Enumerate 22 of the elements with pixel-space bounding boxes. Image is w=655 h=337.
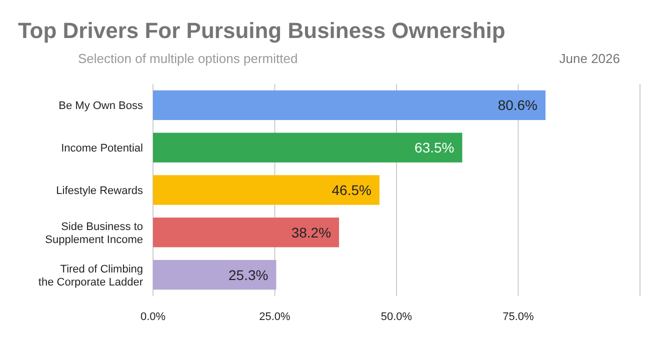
bar	[153, 90, 546, 120]
x-tick-label: 50.0%	[380, 311, 412, 323]
data-label: 25.3%	[228, 266, 268, 283]
y-tick-label: Side Business to Supplement Income	[45, 220, 143, 246]
chart-title: Top Drivers For Pursuing Business Ownership	[18, 18, 506, 43]
text: June 2026	[559, 51, 620, 66]
x-tick-label: 0.0%	[140, 311, 166, 323]
data-label: 63.5%	[414, 140, 454, 156]
data-label: 80.6%	[498, 97, 538, 114]
y-tick-label: Lifestyle Rewards	[56, 185, 144, 197]
bar	[153, 175, 380, 205]
data-label: 46.5%	[332, 182, 372, 198]
y-tick-label: Be My Own Boss	[58, 100, 144, 112]
bar	[153, 218, 340, 248]
x-tick-label: 75.0%	[502, 311, 534, 323]
y-tick-label: Income Potential	[61, 142, 143, 155]
x-tick-label: 25.0%	[259, 311, 291, 323]
data-label: 38.2%	[291, 224, 332, 240]
bar	[153, 132, 462, 162]
y-tick-label: Tired of Climbing the Corporate Ladder	[38, 263, 144, 288]
bar	[153, 260, 276, 290]
chart-subtitle: Selection of multiple options permitted	[78, 51, 298, 66]
